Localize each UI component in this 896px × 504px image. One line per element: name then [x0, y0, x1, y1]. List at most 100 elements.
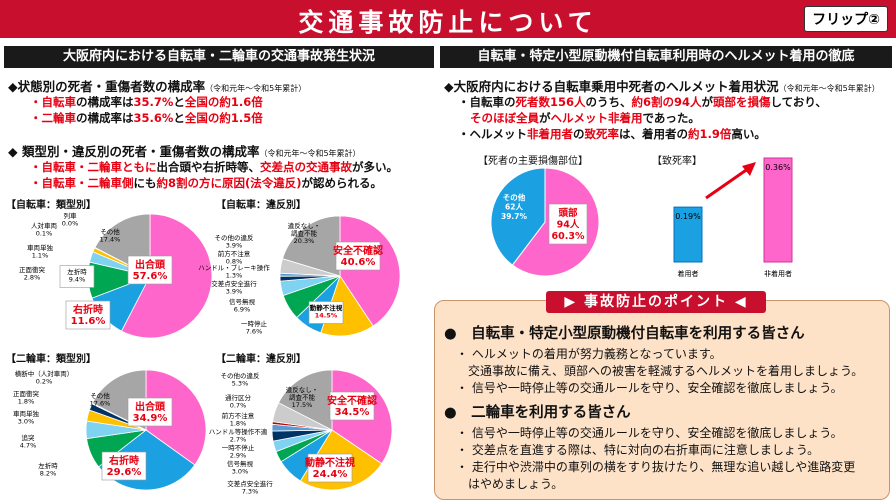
pie-label-box	[101, 451, 147, 481]
injury-pie-slice	[490, 167, 546, 266]
points-heading-motorcycle: ● 二輪車を利用する皆さん	[444, 405, 631, 421]
pie-label-name: 前方不注意	[218, 249, 251, 258]
pie-label-value: 0.8%	[226, 258, 243, 266]
pie-label-name: 横断中（人対車両）	[15, 369, 74, 378]
points-moto-1: ・ 信号や一時停止等の交通ルールを守り、安全確認を徹底しましょう。	[456, 426, 843, 440]
pie-label-name: 信号無視	[229, 297, 256, 306]
flip-badge: フリップ②	[804, 6, 888, 32]
injury-label-name: その他	[503, 192, 526, 202]
pie-label-box	[127, 397, 173, 427]
points-moto-3: ・ 走行中や渋滞中の車列の横をすり抜けたり、無理な追い越しや進路変更	[456, 460, 856, 474]
pie-label-name: 正面衝突	[13, 389, 40, 398]
injury-chart-label: 【死者の主要損傷部位】	[478, 156, 588, 167]
pie-label-value: 5.3%	[232, 380, 249, 388]
pie-label-name: その他の違反	[221, 371, 261, 380]
pie-label-value: 17.4%	[100, 236, 121, 244]
bike-violation-pie-chart: 安全不確認40.6%動静不注視14.5%一時停止7.6%信号無視6.9%交差点安…	[198, 215, 401, 337]
pie-label-value: 11.6%	[71, 316, 106, 327]
pie-label-box	[65, 300, 111, 330]
moto-type-pie-chart: 出合頭34.9%右折時29.6%左折時8.2%追突4.7%車両単独3.0%正面衝…	[13, 369, 207, 491]
pie-label-value: 17.6%	[90, 400, 111, 408]
pie-label-box	[307, 453, 353, 483]
pie-label-value: 0.1%	[36, 230, 53, 238]
fatality-bar-chart: 0.19% 着用者 0.36% 非着用者	[673, 157, 793, 278]
chart-title-bike-violation: 【自転車：違反別】	[216, 200, 306, 211]
points-moto-4: はやめましょう。	[468, 477, 564, 491]
pie-label-value: 7.3%	[242, 488, 259, 496]
pie-label-name: 車両単独	[27, 243, 54, 252]
pie-label: 列車0.0%	[62, 211, 79, 228]
pie-label-name: 動静不注視	[305, 456, 355, 469]
pie-label-sub: 調査不能	[291, 229, 318, 238]
injury-label-value: 39.7%	[501, 212, 528, 221]
pie-label-name: 出合頭	[135, 400, 166, 413]
pie-label-value: 40.6%	[341, 257, 376, 268]
pie-label-value: 20.3%	[294, 237, 315, 245]
pie-label-name: 一時不停止	[222, 443, 255, 452]
injury-label-box	[548, 203, 588, 245]
pie-label-value: 9.4%	[69, 276, 86, 284]
pie-label-name: 右折時	[72, 303, 103, 316]
pie-label-name: 信号無視	[227, 459, 254, 468]
pie-label-name: 左折時	[67, 267, 87, 276]
s1-period: （令和元年〜令和5年累計）	[205, 84, 307, 93]
pie-label-value: 1.1%	[32, 252, 49, 260]
pie-label-value: 8.2%	[40, 470, 57, 478]
points-heading-bicycle: ● 自転車・特定小型原動機付自転車を利用する皆さん	[444, 326, 805, 342]
pie-label-value: 3.0%	[18, 418, 35, 426]
r-bullet-1b: そのほぼ全員がヘルメット非着用であった。	[470, 111, 700, 125]
fatality-bar-category: 着用者	[678, 269, 699, 278]
prevention-points-panel	[434, 300, 890, 500]
pie-label-name: 追突	[22, 433, 36, 442]
pie-label: 横断中（人対車両）0.2%	[15, 369, 74, 386]
injury-label-value: 60.3%	[552, 231, 585, 242]
injury-label-name: 頭部	[558, 207, 578, 219]
pie-label-name: 動静不注視	[310, 303, 343, 312]
s1-heading: ◆状態別の死者・重傷者数の構成率（令和元年〜令和5年累計）	[8, 76, 306, 95]
r-period: （令和元年〜令和5年累計）	[778, 84, 880, 93]
pie-label-value: 6.9%	[234, 306, 251, 314]
r-bullet-2: ・ヘルメット非着用者の致死率は、着用者の約1.9倍高い。	[458, 127, 766, 141]
r-heading: ◆大阪府内における自転車乗用中死者のヘルメット着用状況（令和元年〜令和5年累計）	[444, 76, 880, 95]
fatality-bar-value: 0.19%	[675, 212, 701, 221]
injury-label-count: 94人	[557, 219, 580, 231]
pie-label-name: その他の違反	[215, 233, 255, 242]
pie-label-name: 列車	[64, 211, 78, 220]
pie-label-value: 34.9%	[133, 413, 168, 424]
increase-arrow-head	[742, 162, 756, 176]
points-moto-2: ・ 交差点を直進する際は、特に対向の右折車両に注意しましょう。	[456, 443, 820, 457]
title-bar: 交通事故防止について フリップ②	[0, 0, 896, 38]
pie-label-name: 違反なし・	[286, 385, 319, 394]
pie-label-name: 右折時	[108, 454, 139, 467]
right-section-heading: 自転車・特定小型原動機付自転車利用時のヘルメット着用の徹底	[440, 46, 892, 68]
fatality-bar	[673, 206, 703, 263]
pie-label: 追突4.7%	[20, 433, 37, 450]
fatality-bar-category: 非着用者	[764, 269, 792, 278]
fatality-bar-value: 0.36%	[765, 163, 791, 172]
pie-label-box	[127, 255, 173, 285]
pie-label-value: 29.6%	[107, 467, 142, 478]
chart-title-bike-type: 【自転車：類型別】	[6, 200, 96, 211]
fatality-bar	[763, 157, 793, 263]
pie-label-value: 3.9%	[226, 242, 243, 250]
points-bicycle-1a: ・ ヘルメットの着用が努力義務となっています。	[456, 347, 722, 361]
chart-title-moto-type: 【二輪車：類型別】	[6, 354, 96, 365]
